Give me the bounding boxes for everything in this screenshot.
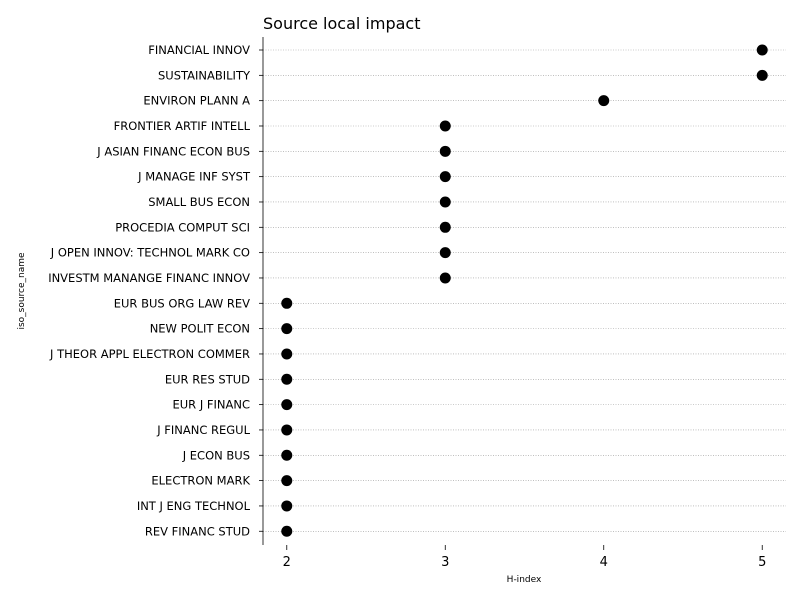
y-axis-label: iso_source_name bbox=[17, 252, 27, 330]
y-tick-label: EUR RES STUD bbox=[165, 372, 250, 386]
x-tick-label: 3 bbox=[441, 555, 449, 570]
y-tick-label: J THEOR APPL ELECTRON COMMER bbox=[49, 347, 250, 361]
data-point bbox=[756, 69, 768, 81]
y-tick-label: ELECTRON MARK bbox=[151, 474, 250, 488]
y-tick-label: J MANAGE INF SYST bbox=[137, 170, 251, 184]
y-tick-label: FRONTIER ARTIF INTELL bbox=[114, 119, 251, 133]
x-axis-label: H-index bbox=[507, 575, 542, 585]
x-tick-label: 2 bbox=[283, 555, 291, 570]
y-tick-label: J ASIAN FINANC ECON BUS bbox=[96, 144, 250, 158]
chart-title: Source local impact bbox=[263, 14, 420, 33]
data-point bbox=[281, 373, 293, 385]
data-point bbox=[439, 120, 451, 132]
y-tick-label: REV FINANC STUD bbox=[145, 524, 250, 538]
data-point bbox=[281, 525, 293, 537]
y-tick-label: SMALL BUS ECON bbox=[148, 195, 250, 209]
data-point bbox=[439, 171, 451, 183]
data-point bbox=[281, 424, 293, 436]
data-point bbox=[439, 272, 451, 284]
data-point bbox=[756, 44, 768, 56]
x-tick-label: 5 bbox=[758, 555, 766, 570]
y-tick-label: J ECON BUS bbox=[182, 448, 250, 462]
data-point bbox=[439, 247, 451, 259]
y-tick-label: EUR J FINANC bbox=[173, 398, 251, 412]
y-tick-label: PROCEDIA COMPUT SCI bbox=[115, 220, 250, 234]
y-tick-label: SUSTAINABILITY bbox=[158, 68, 251, 82]
y-tick-label: INT J ENG TECHNOL bbox=[137, 499, 251, 513]
y-tick-label: ENVIRON PLANN A bbox=[143, 94, 250, 108]
y-tick-label: J OPEN INNOV: TECHNOL MARK CO bbox=[50, 246, 250, 260]
data-point bbox=[281, 500, 293, 512]
x-tick-labels: 2 3 4 5 bbox=[283, 545, 766, 570]
data-point bbox=[439, 196, 451, 208]
data-point bbox=[439, 221, 451, 233]
data-point bbox=[439, 145, 451, 157]
y-tick-label: J FINANC REGUL bbox=[156, 423, 250, 437]
data-point bbox=[281, 399, 293, 411]
x-tick-label: 4 bbox=[600, 555, 608, 570]
data-point bbox=[281, 348, 293, 360]
data-point bbox=[281, 475, 293, 487]
data-point bbox=[281, 297, 293, 309]
y-tick-labels: FINANCIAL INNOV SUSTAINABILITY ENVIRON PLA… bbox=[48, 43, 263, 538]
y-tick-label: NEW POLIT ECON bbox=[150, 322, 250, 336]
data-points bbox=[281, 44, 768, 537]
grid-lines bbox=[263, 49, 786, 532]
y-tick-label: FINANCIAL INNOV bbox=[148, 43, 250, 57]
data-point bbox=[281, 449, 293, 461]
data-point bbox=[598, 95, 610, 107]
y-tick-label: EUR BUS ORG LAW REV bbox=[114, 296, 250, 310]
y-tick-label: INVESTM MANANGE FINANC INNOV bbox=[48, 271, 250, 285]
data-point bbox=[281, 323, 293, 335]
